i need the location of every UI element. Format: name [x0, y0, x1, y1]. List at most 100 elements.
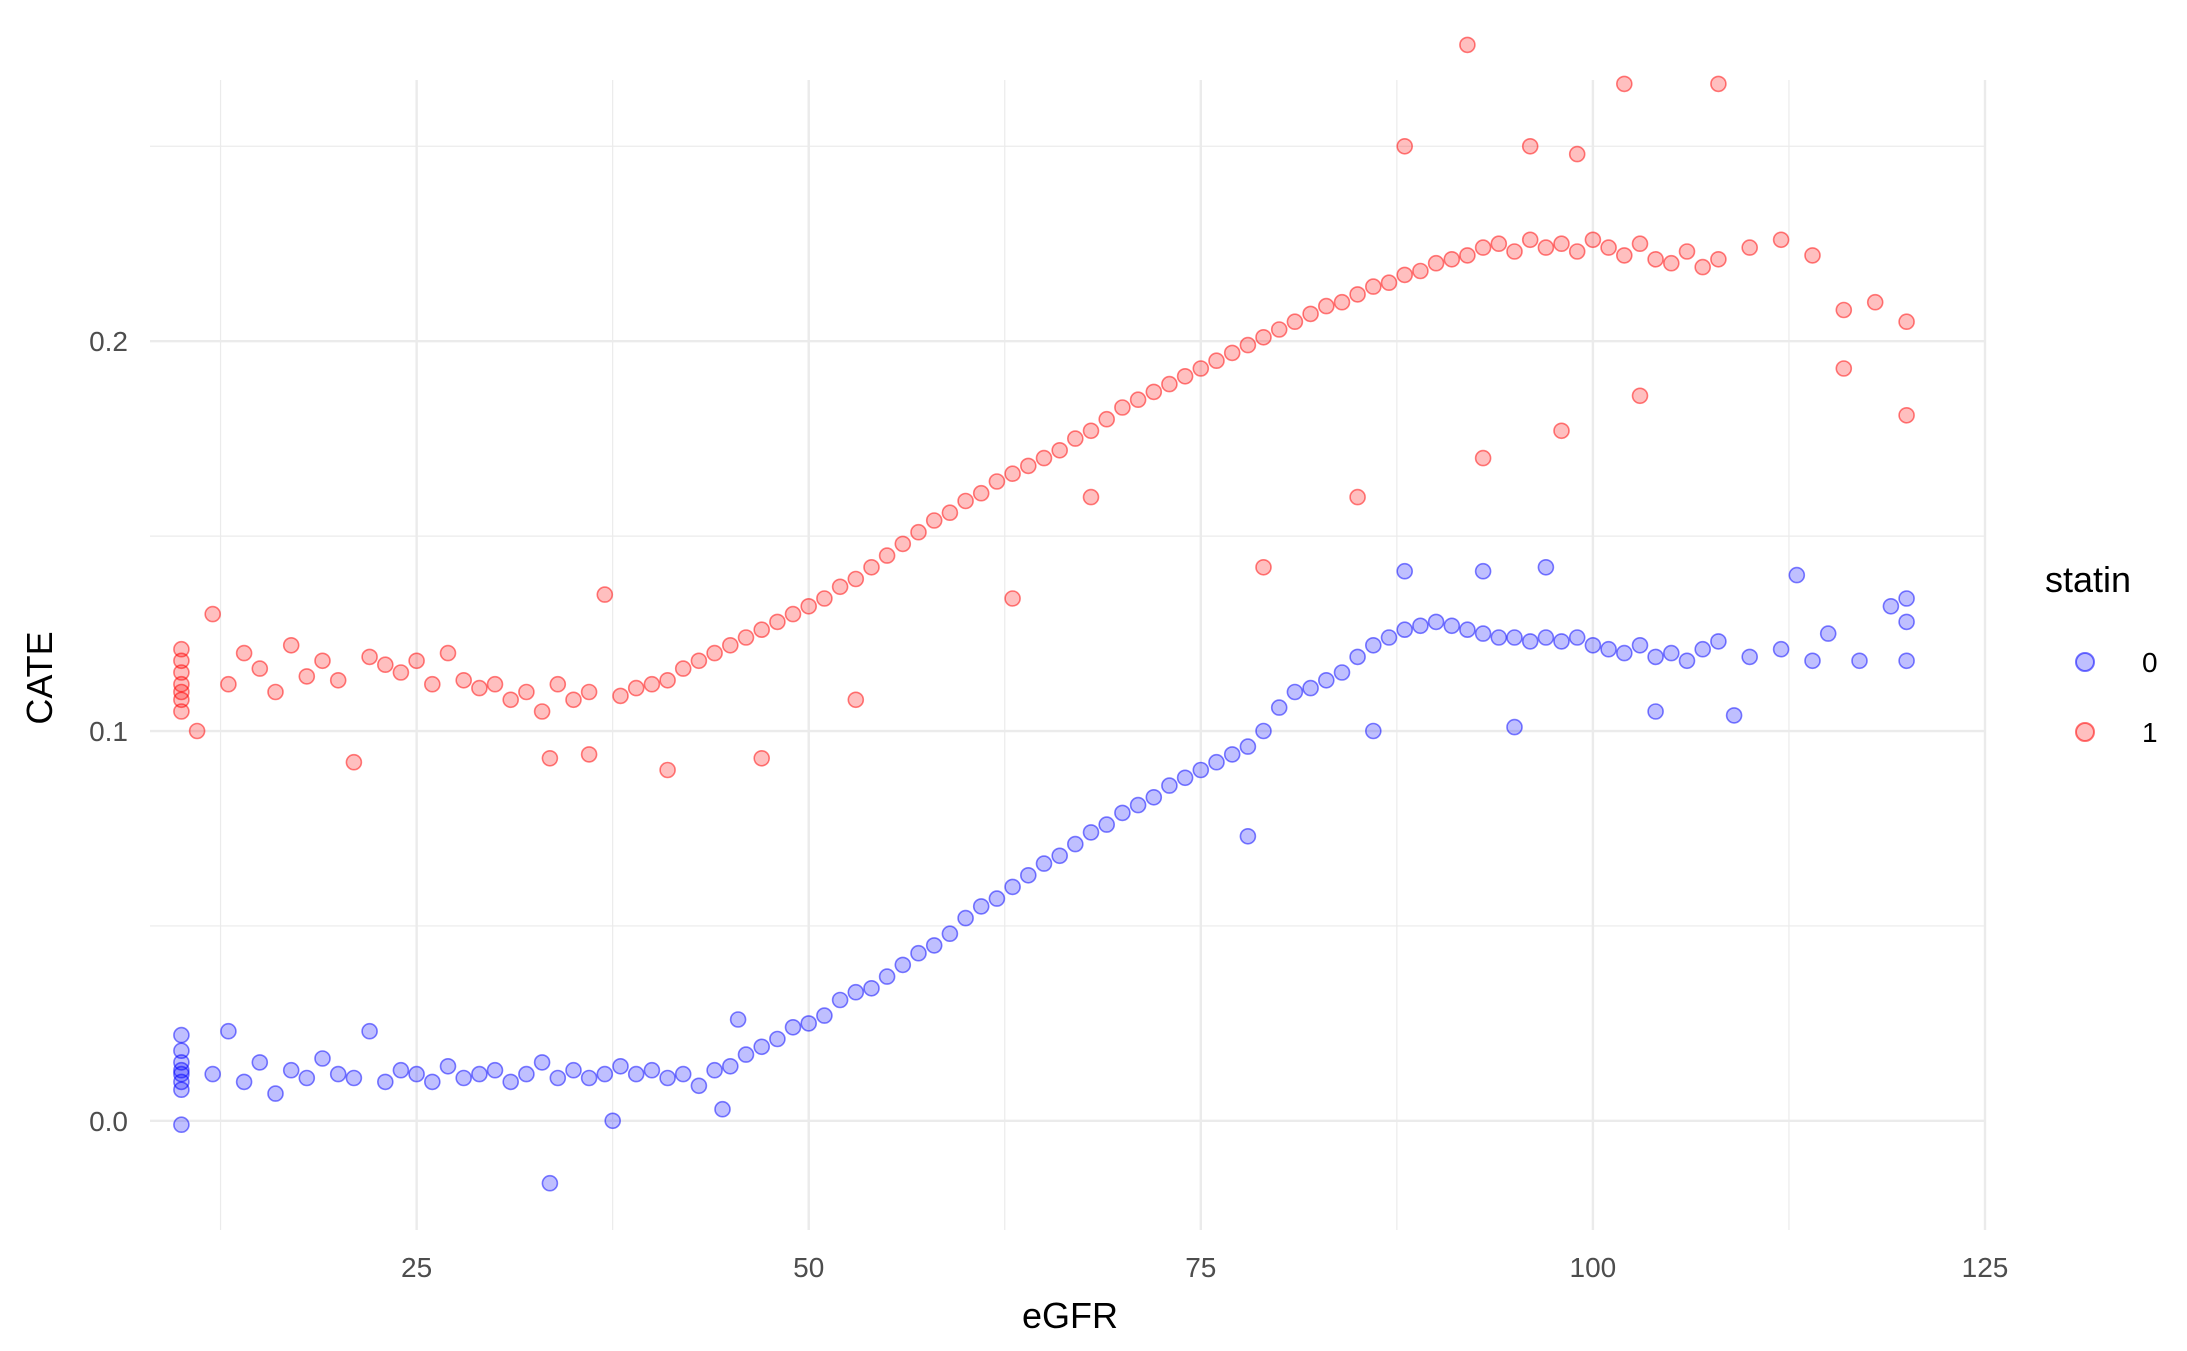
data-point-statin-0 — [314, 1050, 331, 1067]
data-point-statin-0 — [1129, 796, 1147, 814]
data-point-statin-0 — [878, 968, 896, 985]
data-point-statin-0 — [423, 1073, 441, 1091]
data-point-statin-0 — [1788, 566, 1806, 584]
data-point-statin-0 — [769, 1030, 786, 1048]
data-point-statin-1 — [1239, 336, 1257, 354]
data-point-statin-1 — [1459, 247, 1476, 264]
data-point-statin-0 — [1584, 636, 1602, 654]
data-point-statin-1 — [1145, 383, 1163, 401]
data-point-statin-1 — [173, 664, 190, 681]
data-point-statin-1 — [1898, 406, 1915, 424]
y-tick-label: 0.2 — [89, 326, 128, 357]
data-point-statin-0 — [1176, 769, 1194, 787]
data-point-statin-0 — [282, 1061, 300, 1079]
data-point-statin-0 — [173, 1073, 190, 1091]
data-point-statin-1 — [1631, 235, 1649, 252]
data-point-statin-1 — [831, 578, 849, 596]
data-point-statin-1 — [1616, 75, 1633, 93]
data-point-statin-0 — [1678, 652, 1696, 670]
data-point-statin-0 — [1772, 640, 1790, 658]
data-point-statin-0 — [408, 1065, 425, 1083]
data-point-statin-0 — [1898, 590, 1915, 607]
data-point-statin-1 — [580, 746, 598, 763]
data-point-statin-0 — [1537, 558, 1555, 576]
data-point-statin-0 — [988, 890, 1006, 907]
data-point-statin-1 — [847, 570, 865, 588]
legend: statin 0 1 — [2045, 559, 2158, 748]
data-point-statin-1 — [721, 636, 739, 654]
data-point-statin-0 — [1819, 625, 1837, 642]
data-point-statin-0 — [1286, 683, 1304, 701]
data-point-statin-0 — [361, 1022, 378, 1040]
data-point-statin-0 — [173, 1042, 190, 1059]
data-point-statin-0 — [1616, 644, 1633, 662]
data-point-statin-0 — [729, 1011, 747, 1028]
data-point-statin-1 — [486, 675, 504, 693]
data-point-statin-0 — [1663, 644, 1680, 662]
legend-swatch-0 — [2075, 652, 2095, 672]
data-point-statin-0 — [1521, 633, 1539, 650]
data-point-statin-1 — [1004, 590, 1021, 607]
data-point-statin-0 — [1192, 761, 1210, 779]
data-point-statin-1 — [1192, 360, 1210, 377]
grid-lines — [150, 80, 1987, 1230]
data-point-statin-1 — [627, 679, 645, 697]
x-tick-label: 100 — [1570, 1252, 1617, 1283]
data-point-statin-0 — [533, 1054, 551, 1071]
data-point-statin-1 — [235, 644, 253, 662]
data-point-statin-1 — [1318, 297, 1335, 315]
data-point-statin-0 — [173, 1026, 190, 1044]
data-point-statin-0 — [1396, 621, 1413, 639]
data-point-statin-1 — [282, 636, 300, 654]
data-point-statin-1 — [1082, 488, 1100, 506]
data-point-statin-1 — [565, 691, 582, 709]
data-point-statin-0 — [753, 1038, 771, 1056]
data-point-statin-0 — [1270, 699, 1288, 716]
data-point-statin-1 — [894, 535, 912, 553]
data-point-statin-1 — [251, 660, 269, 677]
data-point-statin-1 — [816, 590, 833, 607]
data-point-statin-0 — [894, 956, 912, 974]
data-point-statin-1 — [1004, 465, 1021, 483]
data-point-statin-1 — [1506, 243, 1523, 260]
data-point-statin-0 — [957, 909, 974, 927]
data-point-statin-1 — [674, 660, 692, 677]
data-point-statin-0 — [1349, 648, 1366, 666]
y-tick-label: 0.1 — [89, 716, 128, 747]
data-point-statin-1 — [361, 648, 378, 666]
data-point-statin-0 — [1898, 613, 1915, 631]
data-point-statin-1 — [737, 629, 755, 646]
data-point-statin-1 — [1474, 239, 1492, 256]
data-point-statin-0 — [486, 1061, 504, 1079]
data-point-statin-0 — [251, 1054, 269, 1071]
data-point-statin-0 — [1506, 718, 1523, 736]
data-point-statin-1 — [690, 652, 708, 670]
data-point-statin-0 — [941, 925, 959, 943]
data-point-statin-0 — [471, 1065, 488, 1083]
data-point-statin-1 — [910, 523, 927, 541]
data-point-statin-0 — [1239, 827, 1257, 845]
data-point-statin-1 — [533, 703, 551, 720]
data-point-statin-1 — [329, 671, 347, 689]
data-point-statin-0 — [518, 1065, 535, 1083]
data-point-statin-1 — [1035, 449, 1053, 467]
data-point-statin-1 — [173, 652, 190, 670]
data-point-statin-1 — [1365, 278, 1382, 295]
data-point-statin-1 — [298, 668, 316, 685]
data-point-statin-0 — [910, 944, 927, 962]
data-point-statin-1 — [1694, 258, 1711, 276]
legend-swatch-1 — [2075, 722, 2095, 742]
data-point-statin-1 — [1208, 352, 1225, 370]
data-point-statin-1 — [1835, 301, 1853, 319]
data-point-statin-0 — [1020, 866, 1037, 884]
data-point-statin-0 — [1694, 640, 1711, 658]
data-point-statin-1 — [1223, 344, 1241, 362]
data-point-statin-1 — [1741, 239, 1758, 256]
data-point-statin-1 — [1537, 239, 1555, 256]
data-point-statin-0 — [1208, 753, 1225, 771]
data-point-statin-1 — [1898, 313, 1915, 331]
data-point-statin-0 — [549, 1069, 567, 1087]
data-point-statin-0 — [1600, 640, 1617, 658]
data-point-statin-0 — [541, 1174, 559, 1192]
data-point-statin-0 — [972, 898, 990, 915]
